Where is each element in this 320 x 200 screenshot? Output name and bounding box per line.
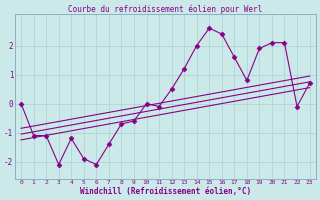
Title: Courbe du refroidissement éolien pour Werl: Courbe du refroidissement éolien pour We…: [68, 4, 262, 14]
X-axis label: Windchill (Refroidissement éolien,°C): Windchill (Refroidissement éolien,°C): [80, 187, 251, 196]
